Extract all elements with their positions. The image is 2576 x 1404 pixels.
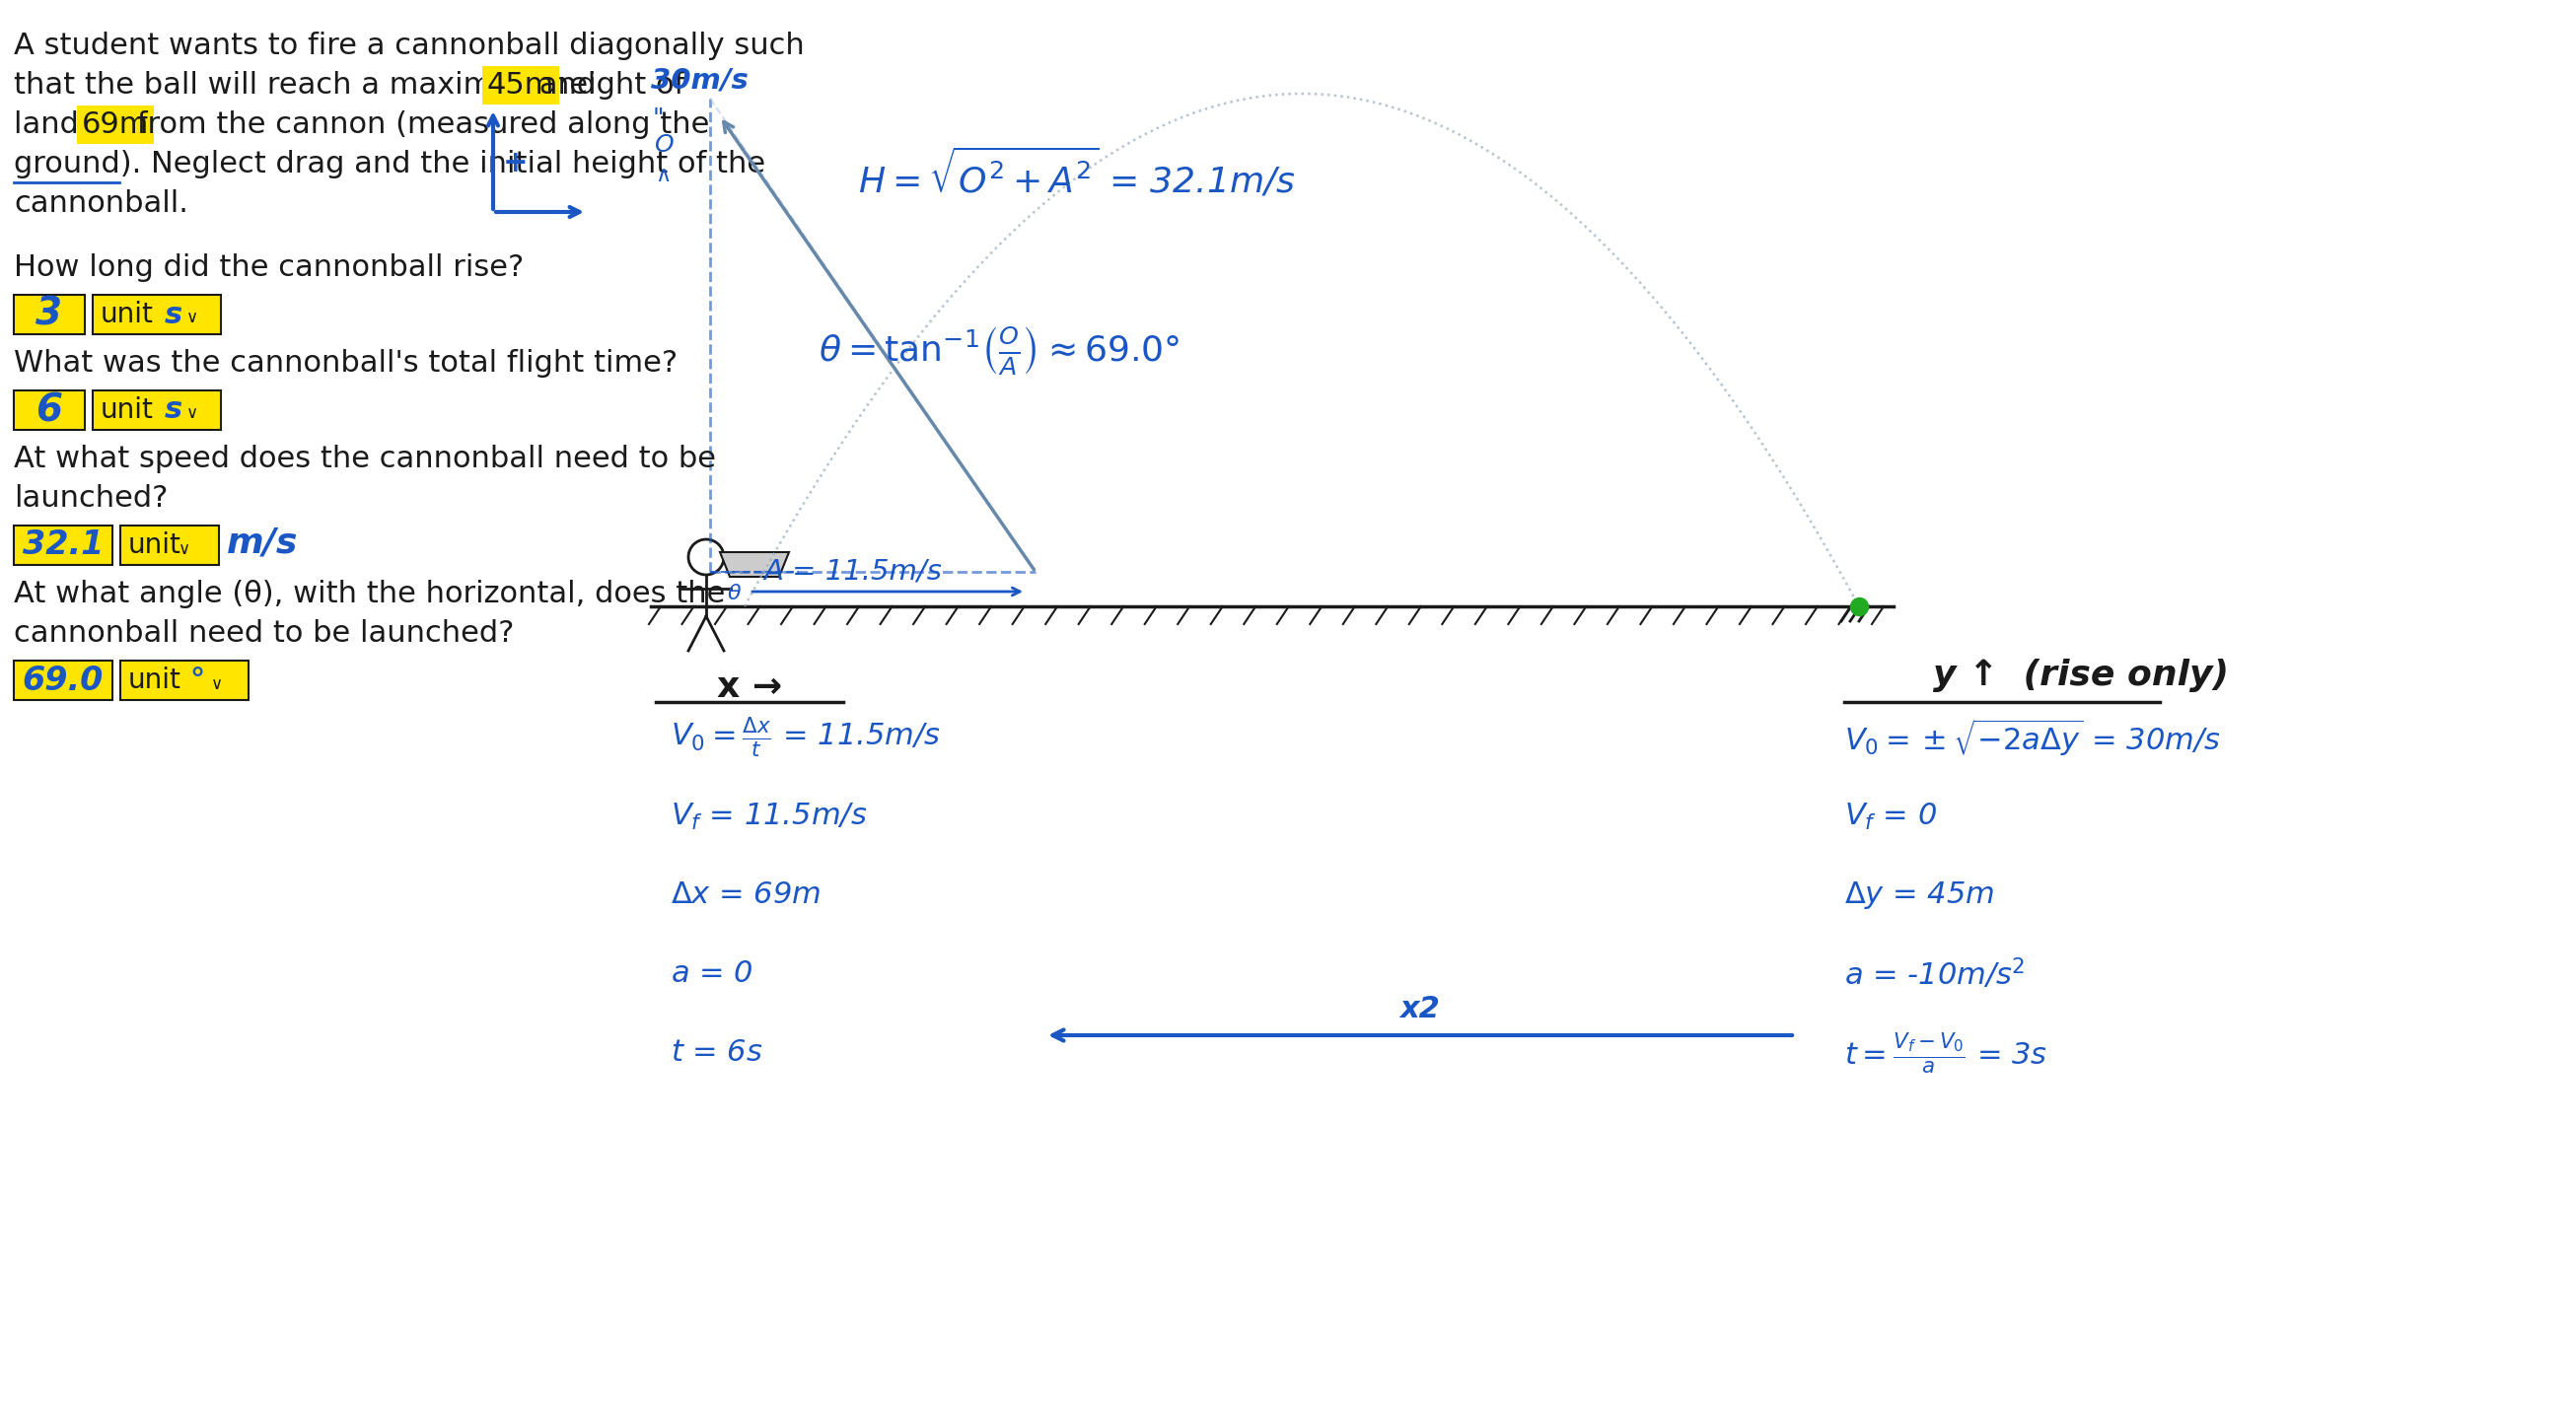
Text: 3: 3: [36, 296, 62, 333]
Text: $t = \frac{V_f - V_0}{a}$ = 3s: $t = \frac{V_f - V_0}{a}$ = 3s: [1844, 1031, 2048, 1075]
Text: unit: unit: [100, 300, 155, 329]
Text: launched?: launched?: [13, 484, 167, 512]
FancyBboxPatch shape: [93, 295, 222, 334]
Text: A = 11.5m/s: A = 11.5m/s: [765, 557, 943, 585]
Text: 45m: 45m: [487, 72, 554, 100]
Text: $a$ = -10m/s$^2$: $a$ = -10m/s$^2$: [1844, 956, 2025, 991]
Text: ∨: ∨: [185, 309, 198, 326]
Text: $\Delta x$ = 69m: $\Delta x$ = 69m: [670, 880, 822, 910]
Text: $V_0 = \pm\sqrt{-2a\Delta y}$ = 30m/s: $V_0 = \pm\sqrt{-2a\Delta y}$ = 30m/s: [1844, 717, 2221, 758]
FancyBboxPatch shape: [13, 661, 113, 701]
Text: $H = \sqrt{O^2+A^2}$ = 32.1m/s: $H = \sqrt{O^2+A^2}$ = 32.1m/s: [858, 146, 1296, 199]
Text: s: s: [165, 300, 183, 329]
Text: that the ball will reach a maximum height of: that the ball will reach a maximum heigh…: [13, 72, 696, 100]
Text: 32.1: 32.1: [23, 529, 103, 562]
Text: ground). Neglect drag and the initial height of the: ground). Neglect drag and the initial he…: [13, 150, 765, 178]
Text: cannonball.: cannonball.: [13, 190, 188, 218]
Text: At what angle (θ), with the horizontal, does the: At what angle (θ), with the horizontal, …: [13, 580, 726, 608]
FancyBboxPatch shape: [93, 390, 222, 430]
Text: x2: x2: [1399, 995, 1440, 1024]
Text: unit: unit: [129, 667, 180, 694]
Text: $\Delta y$ = 45m: $\Delta y$ = 45m: [1844, 879, 1994, 911]
Polygon shape: [719, 552, 788, 577]
Text: ∧: ∧: [654, 166, 670, 185]
Text: ": ": [652, 107, 665, 131]
Text: $\theta = \tan^{-1}\!\left(\frac{O}{A}\right) \approx 69.0°$: $\theta = \tan^{-1}\!\left(\frac{O}{A}\r…: [819, 324, 1180, 376]
Text: +: +: [502, 149, 528, 177]
Text: What was the cannonball's total flight time?: What was the cannonball's total flight t…: [13, 350, 677, 378]
Text: 6: 6: [36, 392, 62, 428]
Text: 69m: 69m: [82, 111, 149, 139]
Text: O: O: [654, 133, 675, 157]
FancyBboxPatch shape: [121, 661, 247, 701]
Text: $a$ = 0: $a$ = 0: [670, 960, 752, 988]
Text: x →: x →: [716, 671, 783, 703]
Text: lands: lands: [13, 111, 103, 139]
Text: and: and: [531, 72, 595, 100]
Text: $V_0 = \frac{\Delta x}{t}$ = 11.5m/s: $V_0 = \frac{\Delta x}{t}$ = 11.5m/s: [670, 715, 940, 760]
Text: $V_f$ = 0: $V_f$ = 0: [1844, 802, 1937, 831]
Text: $t$ = 6s: $t$ = 6s: [670, 1039, 762, 1067]
Text: unit: unit: [129, 532, 180, 559]
Text: ∨: ∨: [178, 541, 191, 557]
Text: m/s: m/s: [227, 526, 299, 560]
Text: ∨: ∨: [211, 675, 224, 694]
Text: At what speed does the cannonball need to be: At what speed does the cannonball need t…: [13, 445, 716, 473]
Text: from the cannon (measured along the: from the cannon (measured along the: [126, 111, 708, 139]
Text: ∨: ∨: [185, 404, 198, 423]
FancyBboxPatch shape: [13, 525, 113, 564]
Text: 30m/s: 30m/s: [652, 67, 750, 94]
Text: unit: unit: [100, 396, 155, 424]
Text: A student wants to fire a cannonball diagonally such: A student wants to fire a cannonball dia…: [13, 31, 804, 60]
Text: 69.0: 69.0: [23, 664, 103, 696]
FancyBboxPatch shape: [13, 390, 85, 430]
Text: y ↑  (rise only): y ↑ (rise only): [1932, 658, 2228, 692]
FancyBboxPatch shape: [121, 525, 219, 564]
Text: How long did the cannonball rise?: How long did the cannonball rise?: [13, 253, 523, 282]
FancyBboxPatch shape: [13, 295, 85, 334]
Text: cannonball need to be launched?: cannonball need to be launched?: [13, 619, 515, 647]
Text: $V_f$ = 11.5m/s: $V_f$ = 11.5m/s: [670, 802, 868, 831]
Text: s: s: [165, 396, 183, 424]
Text: °: °: [191, 665, 204, 695]
Text: θ: θ: [729, 584, 742, 604]
